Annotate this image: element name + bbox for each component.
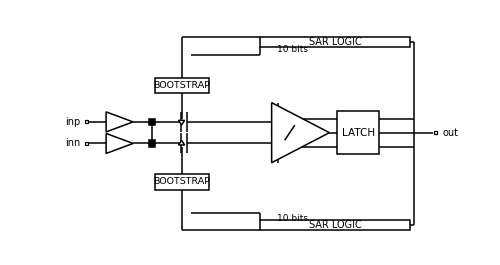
Polygon shape — [272, 103, 330, 163]
Text: out: out — [442, 128, 458, 138]
Text: 10 bits: 10 bits — [277, 214, 308, 223]
Text: LATCH: LATCH — [342, 128, 375, 138]
Bar — [434, 131, 437, 134]
Polygon shape — [178, 120, 184, 125]
Polygon shape — [106, 134, 133, 153]
Text: 10 bits: 10 bits — [277, 45, 308, 54]
Bar — [149, 140, 156, 147]
Text: SAR LOGIC: SAR LOGIC — [309, 37, 362, 47]
Bar — [154, 174, 208, 190]
Bar — [337, 111, 380, 154]
Bar — [260, 37, 410, 47]
Bar — [154, 78, 208, 93]
Polygon shape — [178, 140, 184, 145]
Bar — [86, 120, 88, 123]
Bar — [86, 142, 88, 145]
Bar — [260, 220, 410, 231]
Bar — [149, 119, 156, 125]
Text: SAR LOGIC: SAR LOGIC — [309, 220, 362, 231]
Polygon shape — [106, 112, 133, 132]
Text: inn: inn — [66, 138, 80, 148]
Text: inp: inp — [66, 117, 80, 127]
Text: BOOTSTRAP: BOOTSTRAP — [153, 178, 210, 187]
Text: BOOTSTRAP: BOOTSTRAP — [153, 81, 210, 90]
